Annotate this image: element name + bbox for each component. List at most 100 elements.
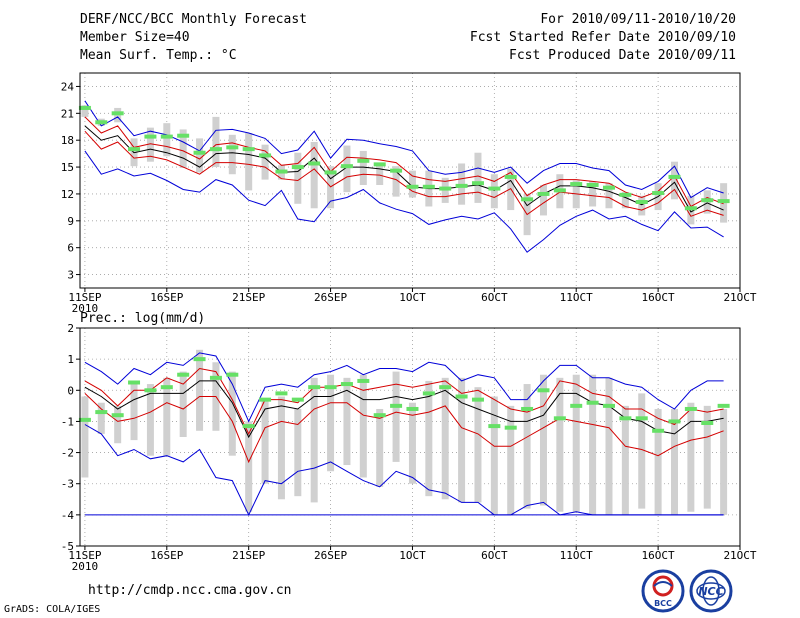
temp-median-marker xyxy=(406,184,419,189)
ncc-logo-text: NCC xyxy=(698,585,723,598)
precip-spread-box xyxy=(458,377,466,503)
precip-median-marker xyxy=(422,391,435,396)
temp-spread-box xyxy=(539,184,547,216)
temp-spread-box xyxy=(343,145,351,193)
precip-median-marker xyxy=(193,357,206,362)
precip-series-max xyxy=(84,352,724,423)
precip-median-marker xyxy=(291,397,304,402)
precip-spread-box xyxy=(310,377,318,503)
temp-xtick-label: 11SEP xyxy=(68,291,101,304)
temp-series-min xyxy=(84,150,724,253)
temp-spread-box xyxy=(294,152,302,204)
precip-median-marker xyxy=(357,378,370,383)
chart-title: DERF/NCC/BCC Monthly Forecast xyxy=(80,12,307,27)
temp-ytick-label: 3 xyxy=(67,269,74,282)
forecast-period: For 2010/09/11-2010/10/20 xyxy=(540,12,736,27)
temp-spread-box xyxy=(474,152,482,203)
temp-median-marker xyxy=(537,191,550,196)
precip-median-marker xyxy=(259,397,272,402)
precip-frame xyxy=(79,327,741,547)
precip-spread-box xyxy=(589,374,597,515)
precip-spread-box xyxy=(114,405,122,444)
forecast-start-date: Fcst Started Refer Date 2010/09/10 xyxy=(469,30,736,45)
precip-spread-box xyxy=(163,377,171,456)
precip-median-marker xyxy=(553,416,566,421)
temp-median-marker xyxy=(209,147,222,152)
precip-panel-title: Prec.: log(mm/d) xyxy=(80,311,205,326)
precip-spread-box xyxy=(703,405,711,509)
temp-median-marker xyxy=(422,184,435,189)
temp-median-marker xyxy=(193,150,206,155)
precip-median-marker xyxy=(390,403,403,408)
temp-ytick-label: 12 xyxy=(61,188,74,201)
temp-spread-box xyxy=(212,116,220,168)
precip-spread-box xyxy=(507,405,515,515)
precip-xtick-label: 6OCT xyxy=(481,549,508,562)
temp-spread-box xyxy=(638,195,646,216)
temp-spread-box xyxy=(310,141,318,209)
temp-median-marker xyxy=(357,158,370,163)
temp-spread-box xyxy=(376,163,384,185)
temp-ytick-label: 9 xyxy=(67,215,74,228)
precip-median-marker xyxy=(128,380,141,385)
precip-median-marker xyxy=(144,388,157,393)
precip-series-mean xyxy=(84,380,724,439)
temp-median-marker xyxy=(340,164,353,169)
precip-spread-box xyxy=(720,408,728,515)
temp-median-marker xyxy=(111,111,124,116)
precip-xtick-label: 26SEP xyxy=(314,549,347,562)
temp-median-marker xyxy=(652,191,665,196)
temp-xtick-label: 1OCT xyxy=(399,291,426,304)
precip-spread-box xyxy=(474,387,482,503)
temp-median-marker xyxy=(160,134,173,139)
precip-spread-box xyxy=(556,377,564,512)
precip-median-marker xyxy=(111,413,124,418)
precip-median-marker xyxy=(160,385,173,390)
precip-spread-box xyxy=(621,405,629,515)
temp-median-marker xyxy=(373,162,386,167)
precip-spread-box xyxy=(277,396,285,500)
precip-median-marker xyxy=(717,403,730,408)
temp-series-max xyxy=(84,100,724,199)
precip-spread-box xyxy=(228,371,236,456)
precip-ytick-label: -1 xyxy=(61,415,74,428)
source-url[interactable]: http://cmdp.ncc.cma.gov.cn xyxy=(88,583,292,598)
precip-median-marker xyxy=(340,382,353,387)
temp-xtick-label: 16OCT xyxy=(642,291,675,304)
bcc-logo-text: BCC xyxy=(654,599,672,608)
precip-ytick-label: -4 xyxy=(61,509,75,522)
precip-xtick-label: 21SEP xyxy=(232,549,265,562)
temp-median-marker xyxy=(635,200,648,204)
precip-median-marker xyxy=(684,406,697,411)
grads-credit: GrADS: COLA/IGES xyxy=(4,604,101,615)
temp-median-marker xyxy=(521,197,534,202)
precip-median-marker xyxy=(668,419,681,424)
precip-series-p10 xyxy=(84,393,724,464)
precip-spread-box xyxy=(490,396,498,515)
precip-median-marker xyxy=(209,375,222,380)
temp-median-marker xyxy=(684,206,697,211)
precip-median-marker xyxy=(78,417,91,422)
temp-spread-box xyxy=(163,123,171,157)
temp-xtick-label: 26SEP xyxy=(314,291,347,304)
precip-spread-box xyxy=(196,349,204,431)
temp-median-marker xyxy=(439,186,452,191)
temp-median-marker xyxy=(619,192,632,197)
temp-median-marker xyxy=(504,174,517,179)
temp-median-marker xyxy=(95,120,108,125)
temp-median-marker xyxy=(586,182,599,187)
precip-spread-box xyxy=(523,384,531,509)
precip-spread-box xyxy=(376,408,384,487)
precip-spread-box xyxy=(654,408,662,515)
temp-spread-box xyxy=(589,181,597,207)
precip-ytick-label: -5 xyxy=(61,540,74,553)
temp-ytick-label: 15 xyxy=(61,161,74,174)
temp-median-marker xyxy=(324,170,337,175)
temp-spread-box xyxy=(490,174,498,209)
precip-xtick-label: 1OCT xyxy=(399,549,426,562)
temp-median-marker xyxy=(242,147,255,152)
precip-median-marker xyxy=(275,391,288,396)
temp-spread-box xyxy=(392,166,400,197)
precip-ytick-label: 1 xyxy=(67,353,74,366)
temp-spread-box xyxy=(81,105,89,117)
